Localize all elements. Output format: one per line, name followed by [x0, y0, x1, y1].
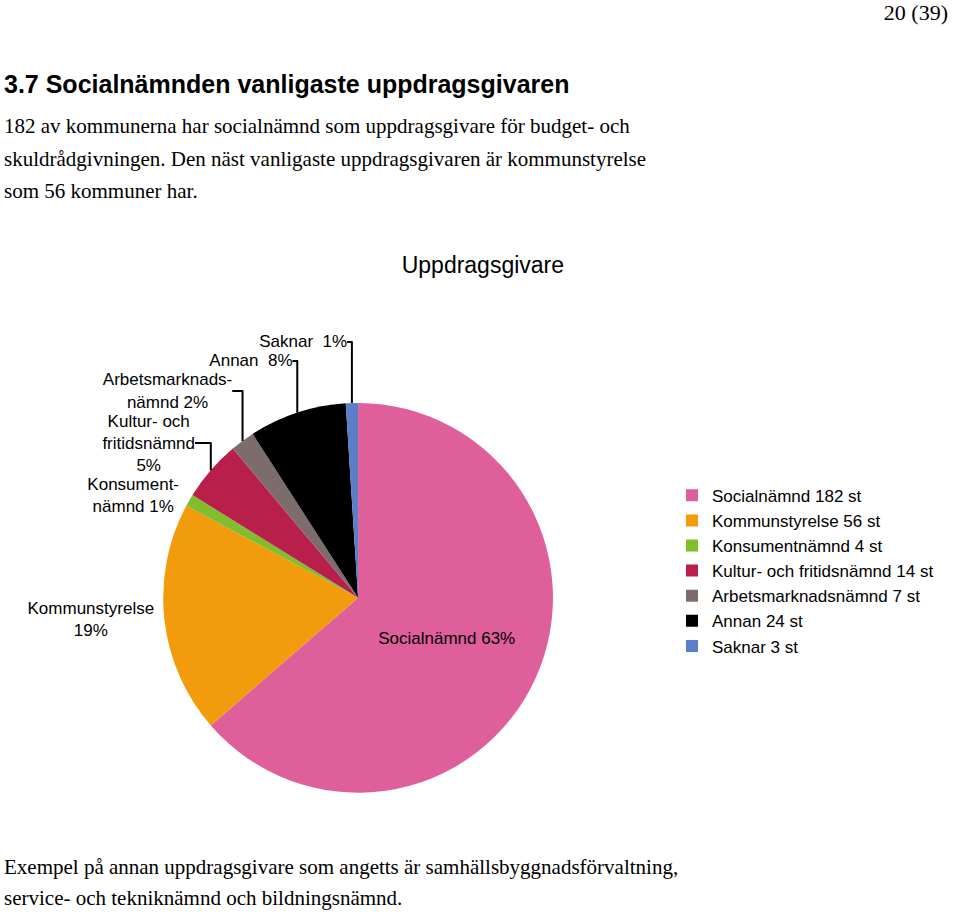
html-text:182 av kommunerna har socialnä: 182 av kommunerna har socialnämnd som up… — [4, 114, 630, 138]
svg-text:Annan 8%: Annan 8% — [209, 351, 292, 370]
svg-text:Saknar 1%: Saknar 1% — [259, 332, 347, 351]
svg-text:Konsument-nämnd 1%: Konsument-nämnd 1% — [87, 475, 179, 516]
svg-text:Kommunstyrelse19%: Kommunstyrelse19% — [28, 599, 155, 640]
html-text:20 (39): 20 (39) — [883, 0, 948, 25]
svg-text:Socialnämnd 63%: Socialnämnd 63% — [378, 629, 515, 648]
svg-text:Uppdragsgivare: Uppdragsgivare — [402, 252, 564, 278]
html-text:service- och tekniknämnd och b: service- och tekniknämnd och bildningsnä… — [4, 886, 403, 910]
svg-text:Saknar 3 st: Saknar 3 st — [712, 638, 798, 657]
svg-text:Arbetsmarknadsnämnd 7 st: Arbetsmarknadsnämnd 7 st — [712, 587, 920, 606]
svg-text:Kultur- ochfritidsnämnd5%: Kultur- ochfritidsnämnd5% — [102, 412, 195, 475]
svg-text:Konsumentnämnd 4 st: Konsumentnämnd 4 st — [712, 537, 882, 556]
svg-text:Kultur- och fritidsnämnd 14 st: Kultur- och fritidsnämnd 14 st — [712, 562, 933, 581]
svg-text:Kommunstyrelse 56 st: Kommunstyrelse 56 st — [712, 512, 880, 531]
svg-text:Arbetsmarknads-nämnd 2%: Arbetsmarknads-nämnd 2% — [103, 370, 232, 411]
svg-text:Annan 24 st: Annan 24 st — [712, 612, 803, 631]
html-text:som 56 kommuner har.: som 56 kommuner har. — [4, 179, 198, 203]
svg-text:Socialnämnd 182 st: Socialnämnd 182 st — [712, 487, 862, 506]
html-text:Exempel på annan uppdragsgivar: Exempel på annan uppdragsgivare som ange… — [4, 855, 679, 879]
html-text:3.7 Socialnämnden vanligaste u: 3.7 Socialnämnden vanligaste uppdragsgiv… — [4, 70, 570, 98]
html-text:skuldrådgivningen. Den näst va: skuldrådgivningen. Den näst vanligaste u… — [4, 146, 647, 171]
